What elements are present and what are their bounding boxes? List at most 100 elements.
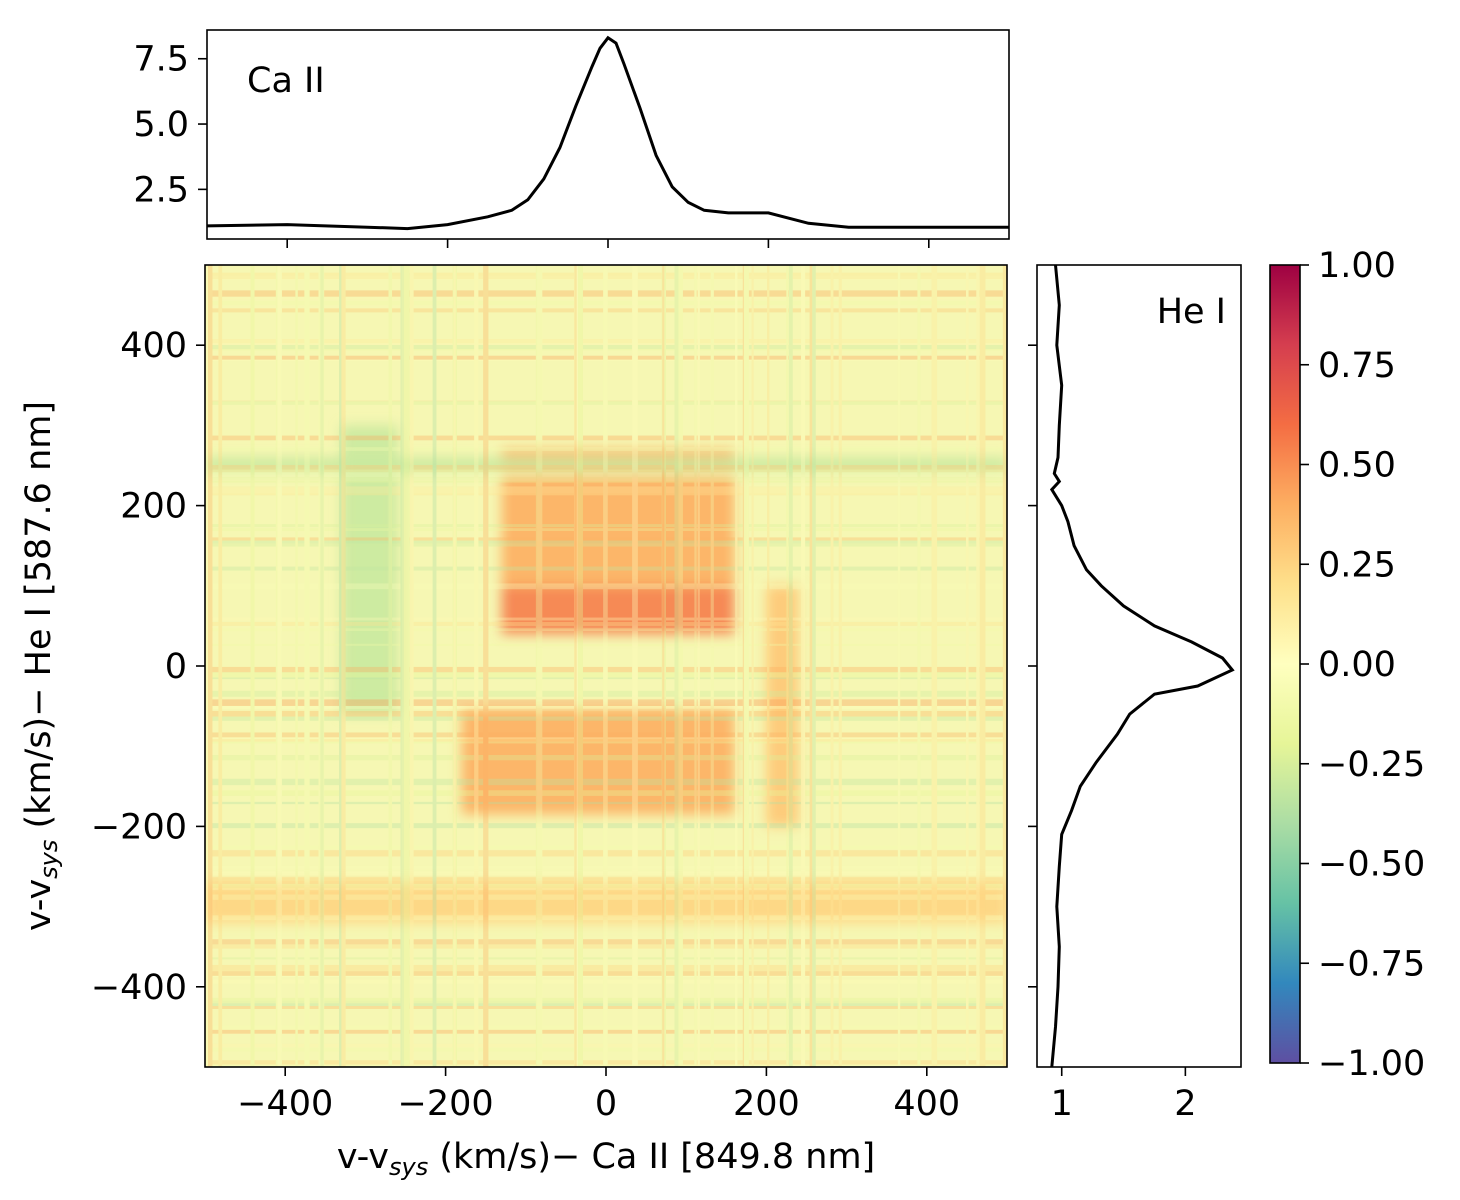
heatmap-stripe — [205, 790, 1007, 796]
heatmap-stripe — [205, 628, 1007, 632]
heatmap-stripe — [786, 265, 789, 1067]
heatmap-stripe — [474, 265, 479, 1067]
colorbar-gradient — [1270, 265, 1300, 1063]
heatmap-stripe — [205, 401, 1007, 405]
heatmap-stripe — [205, 997, 1007, 1001]
colorbar-tick-label: 0.25 — [1318, 545, 1396, 585]
right-x-tick-label: 1 — [1051, 1084, 1073, 1124]
heatmap-stripe — [295, 265, 298, 1067]
heatmap-stripe — [205, 297, 1007, 300]
right-profile-frame — [1036, 264, 1242, 1068]
x-tick-label: −200 — [398, 1084, 494, 1124]
heatmap-stripe — [205, 878, 1007, 882]
heatmap-stripe — [205, 272, 1007, 276]
heatmap-stripe — [788, 265, 793, 1067]
heatmap-stripe — [205, 1025, 1007, 1030]
heatmap-stripe — [205, 290, 1007, 297]
heatmap-stripe — [1002, 265, 1007, 1067]
heatmap-stripe — [632, 265, 638, 1067]
heatmap-stripe — [694, 265, 697, 1067]
heatmap-stripe — [577, 265, 583, 1067]
heatmap-stripe — [710, 265, 714, 1067]
heatmap-stripe — [403, 265, 410, 1067]
top-profile-frame — [206, 29, 1010, 240]
heatmap-stripe — [205, 1047, 1007, 1052]
heatmap-stripe — [735, 265, 738, 1067]
heatmap-stripe — [205, 713, 1007, 721]
heatmap-stripe — [205, 340, 1007, 345]
heatmap-stripe — [603, 265, 608, 1067]
heatmap-stripe — [205, 699, 1007, 706]
heatmap-stripe — [205, 882, 1007, 889]
heatmap-stripe — [205, 467, 1007, 473]
heatmap-stripe — [250, 265, 255, 1067]
heatmap-stripe — [341, 265, 346, 1067]
heatmap-stripe — [205, 583, 1007, 590]
right-x-tick-label: 2 — [1174, 1084, 1196, 1124]
colorbar-tick-label: 1.00 — [1318, 246, 1396, 286]
heatmap-stripe — [205, 943, 1007, 949]
heatmap-stripe — [205, 690, 1007, 697]
x-tick-label: 400 — [893, 1084, 960, 1124]
heatmap-stripe — [304, 265, 310, 1067]
heatmap-feature — [501, 585, 735, 634]
heatmap-stripe — [205, 894, 1007, 900]
heatmap-stripe — [205, 308, 1007, 313]
heatmap-stripe — [205, 737, 1007, 744]
heatmap-stripe — [205, 675, 1007, 680]
heatmap-feature — [205, 457, 1007, 474]
colorbar-tick-label: −0.75 — [1318, 944, 1425, 984]
heatmap-stripe — [205, 276, 1007, 280]
heatmap-stripe — [205, 1026, 1007, 1034]
heatmap-stripe — [205, 543, 1007, 547]
heatmap-stripe — [205, 1043, 1007, 1048]
heatmap-stripe — [409, 265, 414, 1067]
heatmap-stripe — [830, 265, 834, 1067]
heatmap-stripe — [205, 464, 1007, 470]
heatmap-stripe — [205, 447, 1007, 451]
heatmap-stripe — [537, 265, 543, 1067]
heatmap-stripe — [205, 1001, 1007, 1007]
heatmap-stripe — [205, 400, 1007, 404]
top-y-tick-label: 2.5 — [133, 170, 189, 210]
heatmap-stripe — [205, 339, 1007, 344]
heatmap-stripe — [205, 491, 1007, 496]
heatmap-stripe — [573, 265, 580, 1067]
heatmap-stripe — [320, 265, 324, 1067]
heatmap-stripe — [205, 265, 209, 1067]
heatmap-stripe — [205, 755, 1007, 761]
heatmap-stripe — [452, 265, 457, 1067]
top-profile-xticks — [286, 239, 930, 248]
heatmap-stripe — [205, 357, 1007, 362]
heatmap-stripe — [207, 265, 213, 1067]
colorbar-tick-label: 0.75 — [1318, 346, 1396, 386]
heatmap-stripe — [205, 850, 1007, 857]
heatmap-stripe — [205, 1003, 1007, 1007]
heatmap-stripe — [205, 710, 1007, 717]
heatmap-stripe — [205, 475, 1007, 483]
heatmap-stripe — [205, 435, 1007, 441]
heatmap-stripe — [205, 915, 1007, 921]
heatmap-stripe — [205, 998, 1007, 1004]
heatmap-stripe — [205, 669, 1007, 676]
heatmap-stripe — [205, 300, 1007, 306]
heatmap-stripe — [205, 871, 1007, 876]
heatmap-stripe — [661, 265, 667, 1067]
heatmap-stripe — [205, 964, 1007, 972]
heatmap-stripe — [401, 265, 406, 1067]
heatmap-stripe — [205, 472, 1007, 478]
colorbar-tick-label: 0.50 — [1318, 446, 1396, 486]
x-tick-label: 200 — [733, 1084, 800, 1124]
heatmap-stripe — [838, 265, 842, 1067]
heatmap-stripe — [205, 778, 1007, 786]
heatmap-stripe — [205, 713, 1007, 721]
heatmap-stripe — [812, 265, 816, 1067]
heatmap-stripe — [205, 1000, 1007, 1004]
y-tick-label: −200 — [91, 807, 187, 847]
heatmap-stripe — [205, 355, 1007, 360]
heatmap-stripe — [318, 265, 325, 1067]
colorbar-ticks: 1.00 0.75 0.50 0.25 0.00 −0.25 −0.50 −0.75 −1.00 — [1300, 246, 1425, 1084]
heatmap-stripe — [205, 705, 1007, 709]
